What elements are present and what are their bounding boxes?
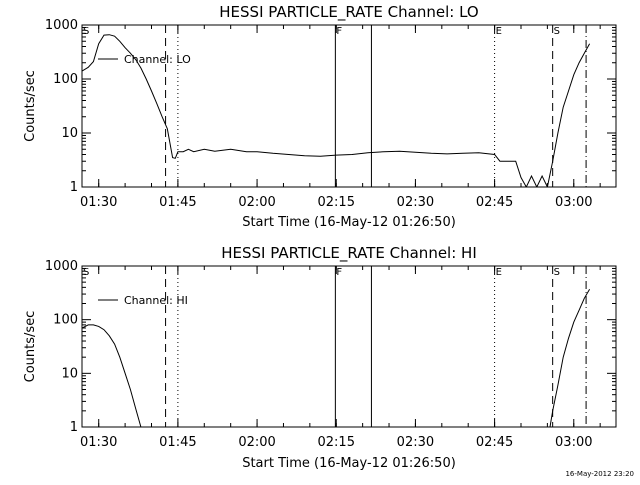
event-marker-label: S xyxy=(554,267,560,278)
event-marker-label: E xyxy=(496,267,502,278)
x-tick-label: 03:00 xyxy=(555,195,592,210)
series-line xyxy=(82,34,591,187)
legend-label: Channel: HI xyxy=(124,294,188,307)
chart-title: HESSI PARTICLE_RATE Channel: LO xyxy=(219,3,478,22)
event-marker-label: S xyxy=(83,267,89,278)
x-tick-label: 02:00 xyxy=(238,435,275,450)
x-axis-label: Start Time (16-May-12 01:26:50) xyxy=(242,215,456,230)
x-axis-label: Start Time (16-May-12 01:26:50) xyxy=(242,456,456,471)
y-tick-label: 1000 xyxy=(45,18,78,33)
x-tick-label: 02:45 xyxy=(476,435,513,450)
x-tick-label: 01:45 xyxy=(159,195,196,210)
chart-title: HESSI PARTICLE_RATE Channel: HI xyxy=(221,244,477,263)
x-tick-label: 02:15 xyxy=(318,435,355,450)
y-axis-label: Counts/sec xyxy=(23,70,38,142)
event-marker-label: F xyxy=(336,26,342,37)
y-tick-label: 1000 xyxy=(45,259,78,274)
x-tick-label: 01:30 xyxy=(80,195,117,210)
x-tick-label: 02:30 xyxy=(397,435,434,450)
plot-frame xyxy=(81,265,617,428)
event-marker-label: S xyxy=(83,26,89,37)
footer-timestamp: 16-May-2012 23:20 xyxy=(565,470,634,478)
y-tick-label: 100 xyxy=(53,313,78,328)
y-tick-label: 1 xyxy=(70,420,78,435)
chart-panel-1: HESSI PARTICLE_RATE Channel: HI Counts/se… xyxy=(23,244,617,471)
y-axis-label: Counts/sec xyxy=(23,311,38,383)
event-marker-label: S xyxy=(554,26,560,37)
plot-frame xyxy=(81,24,617,188)
x-tick-label: 01:30 xyxy=(80,435,117,450)
x-tick-label: 02:45 xyxy=(476,195,513,210)
event-marker-label: E xyxy=(496,26,502,37)
y-tick-label: 10 xyxy=(61,366,78,381)
legend-label: Channel: LO xyxy=(124,53,191,66)
x-tick-label: 02:30 xyxy=(397,195,434,210)
y-tick-label: 1 xyxy=(70,180,78,195)
chart-panel-0: HESSI PARTICLE_RATE Channel: LO Counts/se… xyxy=(23,3,617,230)
x-tick-label: 02:00 xyxy=(238,195,275,210)
x-tick-label: 03:00 xyxy=(555,435,592,450)
x-tick-label: 02:15 xyxy=(318,195,355,210)
event-marker-label: F xyxy=(336,267,342,278)
y-tick-label: 100 xyxy=(53,72,78,87)
x-tick-label: 01:45 xyxy=(159,435,196,450)
y-tick-label: 10 xyxy=(61,126,78,141)
series-line xyxy=(82,288,591,427)
